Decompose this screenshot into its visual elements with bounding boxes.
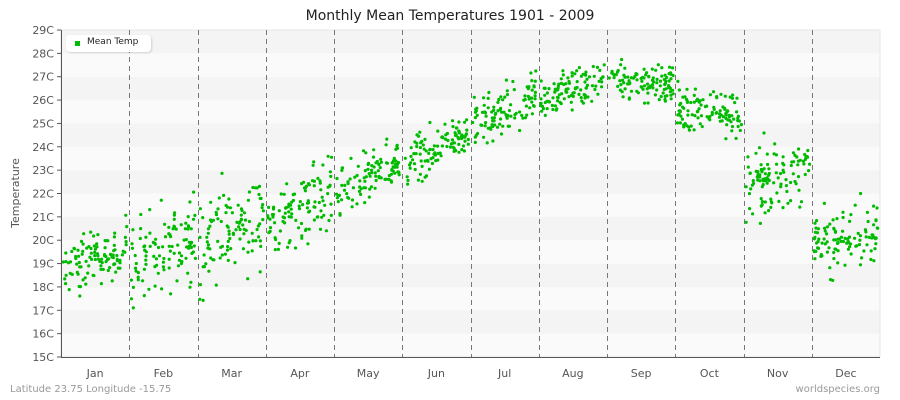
y-tick-label: 24C (32, 141, 54, 154)
y-tick-label: 21C (32, 211, 54, 224)
legend-swatch-icon (75, 41, 80, 46)
x-tick-label: May (357, 367, 380, 380)
location-caption: Latitude 23.75 Longitude -15.75 (10, 384, 172, 395)
x-tick-label: Mar (221, 367, 242, 380)
y-tick-label: 28C (32, 47, 54, 60)
y-tick-label: 22C (32, 188, 54, 201)
y-tick-label: 18C (32, 281, 54, 294)
y-tick-label: 23C (32, 164, 54, 177)
plot-background-bands (60, 29, 881, 358)
x-tick-label: Jan (86, 367, 104, 380)
y-tick-label: 25C (32, 117, 54, 130)
month-separators (129, 30, 813, 357)
legend[interactable]: Mean Temp (66, 35, 151, 52)
y-tick-label: 17C (32, 304, 54, 317)
y-tick-label: 20C (32, 234, 54, 247)
y-tick-label: 19C (32, 258, 54, 271)
chart-title: Monthly Mean Temperatures 1901 - 2009 (305, 8, 595, 24)
y-tick-label: 27C (32, 71, 54, 84)
y-tick-label: 15C (32, 351, 54, 364)
y-tick-label: 26C (32, 94, 54, 107)
x-tick-label: Aug (562, 367, 583, 380)
data-points (61, 57, 880, 310)
y-axis-label: Temperature (9, 158, 22, 229)
x-tick-label: Feb (154, 367, 173, 380)
x-tick-label: Jun (427, 367, 445, 380)
x-tick-label: Oct (700, 367, 720, 380)
x-axis-tick-labels: Jan Feb Mar Apr May Jun Jul Aug Sep Oct Nov Dec (86, 367, 857, 380)
source-credit: worldspecies.org (795, 384, 880, 395)
y-tick-label: 29C (32, 24, 54, 37)
x-tick-label: Apr (290, 367, 310, 380)
legend-label: Mean Temp (87, 37, 139, 47)
x-tick-label: Dec (835, 367, 856, 380)
x-tick-label: Nov (767, 367, 789, 380)
x-tick-label: Jul (497, 367, 511, 380)
x-tick-label: Sep (631, 367, 652, 380)
y-axis-tick-labels: 15C 16C 17C 18C 19C 20C 21C 22C 23C 24C 25C 26C 27C 2… (32, 24, 54, 364)
axes (57, 29, 880, 358)
y-tick-label: 16C (32, 328, 54, 341)
